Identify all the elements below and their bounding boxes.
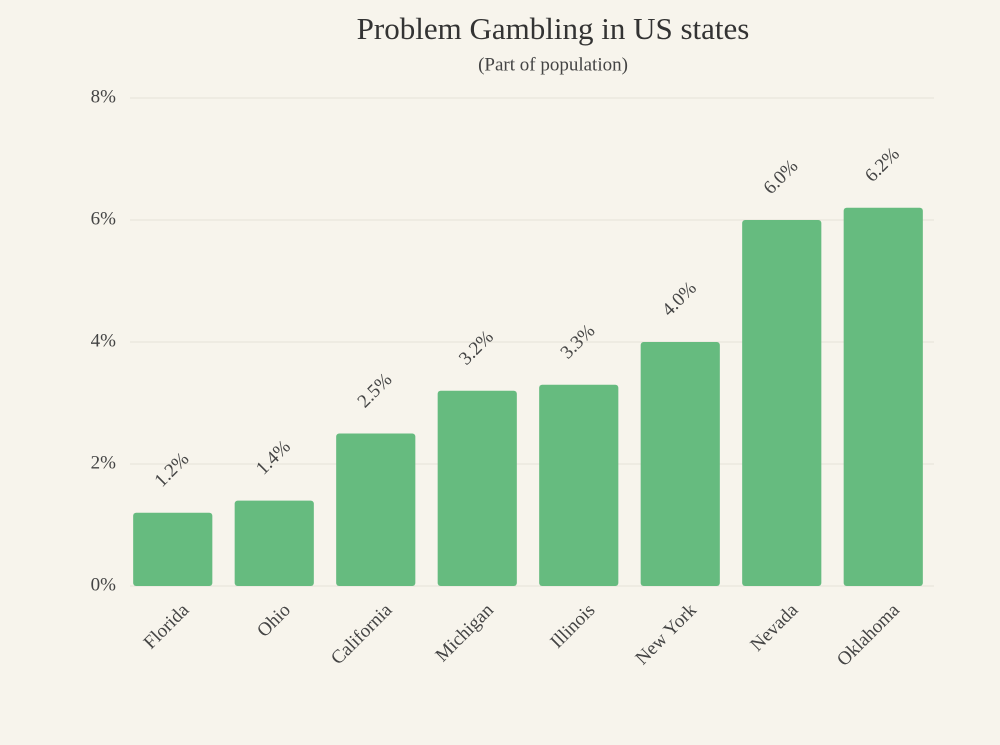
- y-tick-label: 0%: [91, 574, 117, 595]
- bar: [437, 390, 517, 586]
- y-tick-label: 4%: [91, 330, 117, 351]
- bar: [640, 342, 720, 586]
- bar: [539, 384, 619, 586]
- bar: [742, 220, 822, 586]
- bar: [336, 433, 416, 586]
- y-tick-label: 8%: [91, 86, 117, 107]
- y-tick-label: 6%: [91, 208, 117, 229]
- y-tick-label: 2%: [91, 452, 117, 473]
- chart-title: Problem Gambling in US states: [357, 11, 750, 46]
- bar: [843, 207, 923, 587]
- bar: [133, 512, 213, 586]
- chart-subtitle: (Part of population): [478, 54, 628, 75]
- bar: [234, 500, 314, 586]
